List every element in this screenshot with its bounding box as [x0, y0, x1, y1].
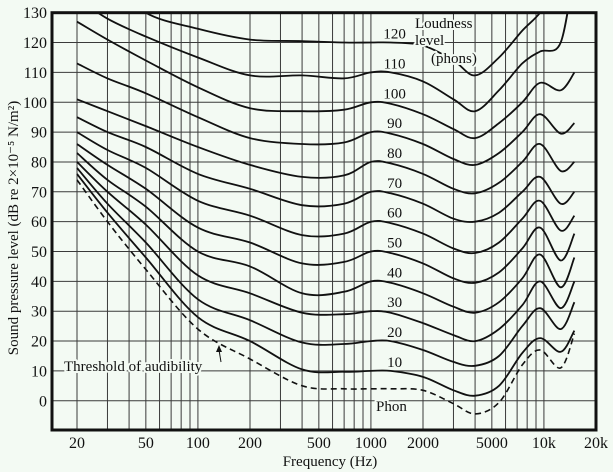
curve-label-110: 110	[384, 56, 406, 72]
loudness-curve-110-phon	[96, 12, 569, 113]
legend-title-line3: (phons)	[431, 51, 477, 67]
loudness-curves	[76, 12, 576, 415]
plot-frame	[50, 11, 598, 432]
threshold-arrow	[216, 345, 222, 363]
y-tick-label: 130	[23, 5, 47, 22]
y-tick-label: 40	[31, 274, 47, 291]
y-tick-label: 80	[31, 154, 47, 171]
curve-label-120: 120	[383, 27, 406, 43]
x-tick-label: 50	[138, 435, 154, 452]
phon-label: Phon	[376, 399, 407, 415]
curve-label-10: 10	[387, 355, 402, 371]
x-tick-label: 5000	[476, 435, 508, 452]
legend-title-line2: level	[415, 33, 444, 49]
x-axis-label: Frequency (Hz)	[283, 454, 378, 470]
x-tick-label: 200	[238, 435, 262, 452]
y-tick-label: 90	[31, 125, 47, 142]
loudness-curve-70-phon	[76, 116, 576, 223]
y-tick-label: 0	[39, 393, 47, 410]
y-tick-label: 70	[31, 184, 47, 201]
threshold-label: Threshold of audibility	[64, 359, 203, 375]
loudness-curve-60-phon	[76, 131, 576, 255]
threshold-of-audibility-curve	[76, 179, 576, 415]
x-tick-label: 500	[307, 435, 331, 452]
loudness-curve-40-phon	[76, 152, 576, 314]
loudness-curve-50-phon	[76, 143, 576, 284]
curve-labels: 120 110 100 90 80 70 60 50 40 30 20 10	[381, 25, 408, 373]
y-tick-label: 10	[31, 363, 47, 380]
y-tick-label: 20	[31, 334, 47, 351]
y-tick-label: 110	[24, 65, 47, 82]
y-tick-label: 60	[31, 214, 47, 231]
curve-label-90: 90	[387, 116, 402, 132]
x-tick-label: 20	[69, 435, 85, 452]
curve-label-100: 100	[383, 86, 406, 102]
curve-label-50: 50	[387, 236, 402, 252]
y-axis-label: Sound pressure level (dB re 2×10⁻⁵ N/m²)	[6, 101, 22, 355]
curve-label-60: 60	[387, 206, 402, 222]
y-tick-label: 100	[23, 95, 47, 112]
curve-label-20: 20	[387, 325, 402, 341]
loudness-curve-20-phon	[76, 167, 576, 367]
x-tick-label: 2000	[407, 435, 439, 452]
loudness-curve-30-phon	[76, 161, 576, 343]
x-tick-label: 20k	[584, 435, 608, 452]
loudness-curve-120-phon	[144, 12, 542, 77]
curve-label-30: 30	[387, 295, 402, 311]
curve-label-70: 70	[387, 176, 402, 192]
loudness-curve-10-phon	[76, 173, 576, 397]
curve-label-80: 80	[387, 146, 402, 162]
y-tick-label: 30	[31, 304, 47, 321]
x-tick-label: 10k	[532, 435, 556, 452]
loudness-curve-90-phon	[76, 62, 576, 166]
y-tick-label: 50	[31, 244, 47, 261]
y-tick-label: 120	[23, 35, 47, 52]
x-tick-labels: 20 50 100 200 500 1000 2000 5000 10k 20k	[69, 435, 608, 452]
loudness-curve-80-phon	[76, 98, 576, 195]
loudness-curve-100-phon	[76, 20, 576, 140]
legend-title-line1: Loudness	[415, 16, 473, 32]
curve-label-40: 40	[387, 265, 402, 281]
x-tick-label: 100	[186, 435, 210, 452]
x-tick-label: 1000	[355, 435, 387, 452]
